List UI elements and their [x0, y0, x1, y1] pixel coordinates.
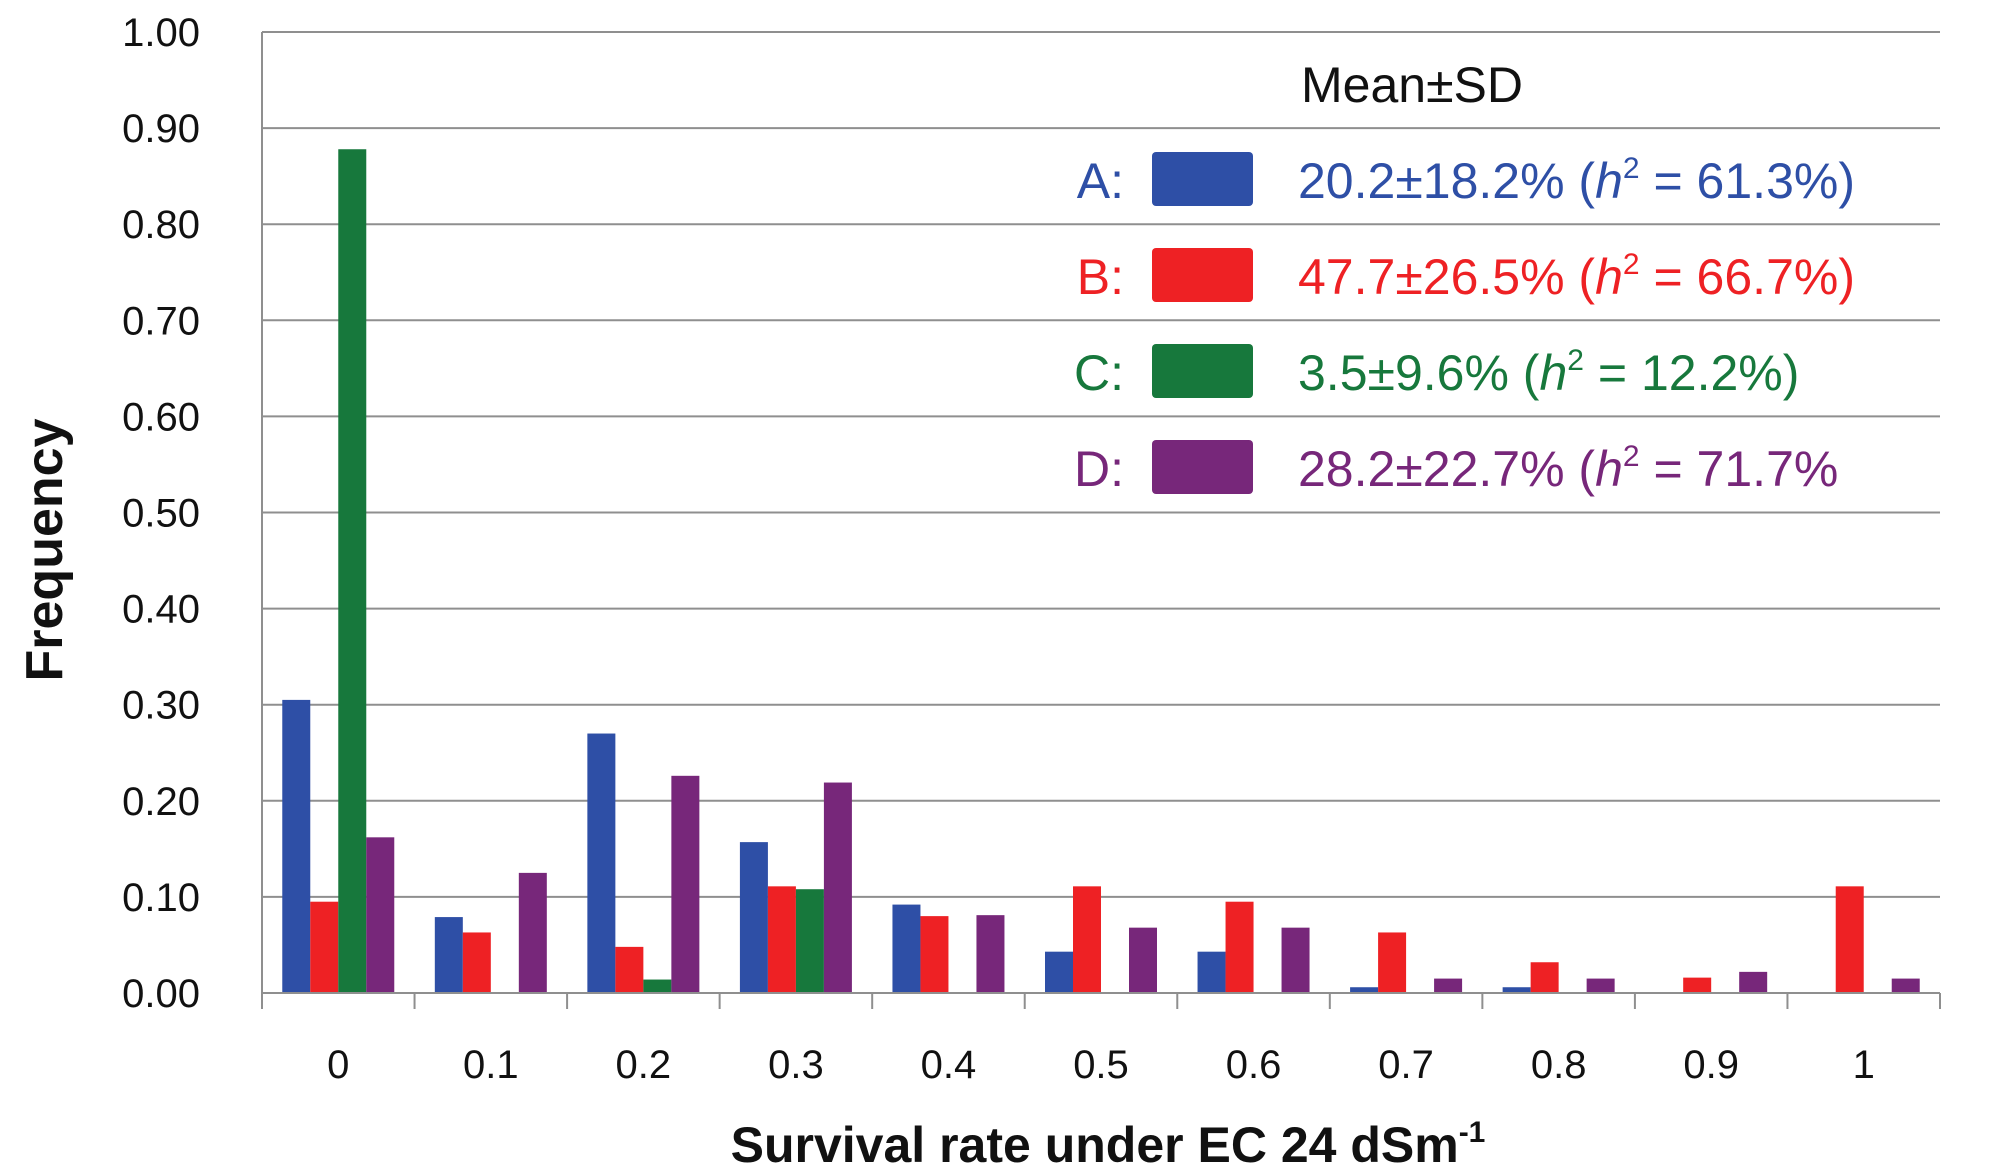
legend-stats: 20.2±18.2% (h2 = 61.3%): [1298, 152, 1855, 209]
bar-a: [1197, 951, 1226, 993]
y-tick-labels: 0.00 0.10 0.20 0.30 0.40 0.50 0.60 0.70 0.80 0.90…: [122, 11, 200, 1016]
y-tick-label: 0.10: [122, 876, 200, 920]
x-tick-label: 0.4: [921, 1043, 977, 1087]
bar-c: [795, 889, 824, 993]
bar-d: [1434, 978, 1463, 993]
legend-stats: 28.2±22.7% (h2 = 71.7%: [1298, 440, 1838, 497]
legend-label: B:: [1077, 249, 1124, 305]
bar-d: [671, 775, 700, 993]
x-tick-label: 0.9: [1683, 1043, 1739, 1087]
bar-b: [615, 946, 644, 993]
legend-stats: 3.5±9.6% (h2 = 12.2%): [1298, 344, 1799, 401]
bar-d: [366, 837, 395, 993]
y-tick-label: 0.70: [122, 299, 200, 343]
y-tick-label: 0.00: [122, 972, 200, 1016]
bar-d: [976, 915, 1005, 993]
bar-d: [823, 782, 852, 993]
legend-title: Mean±SD: [1301, 57, 1523, 113]
y-tick-label: 0.80: [122, 203, 200, 247]
bar-d: [1891, 978, 1920, 993]
y-tick-label: 0.30: [122, 684, 200, 728]
bar-d: [1129, 927, 1157, 993]
y-tick-label: 1.00: [122, 11, 200, 55]
x-axis-title: Survival rate under EC 24 dSm-1: [731, 1116, 1486, 1173]
x-tick-label: 0.1: [463, 1043, 519, 1087]
x-tick-labels: 0 0.1 0.2 0.3 0.4 0.5 0.6 0.7 0.8 0.9 1: [327, 1043, 1875, 1087]
bar-d: [1586, 978, 1615, 993]
gridlines: [262, 31, 1940, 898]
axes: [261, 32, 1941, 1009]
bar-b: [920, 916, 949, 993]
bars: [282, 149, 1920, 993]
bar-a: [587, 733, 616, 993]
bar-d: [518, 872, 547, 993]
y-tick-label: 0.50: [122, 492, 200, 536]
bar-a: [1502, 987, 1531, 993]
bar-a: [1350, 987, 1379, 993]
bar-d: [1281, 927, 1310, 993]
bar-b: [1835, 886, 1864, 993]
y-tick-label: 0.60: [122, 395, 200, 439]
x-tick-label: 0.6: [1226, 1043, 1282, 1087]
bar-b: [1378, 932, 1407, 993]
y-tick-label: 0.90: [122, 107, 200, 151]
y-tick-label: 0.40: [122, 588, 200, 632]
x-axis-title-superscript: -1: [1459, 1116, 1486, 1149]
x-tick-label: 0.3: [768, 1043, 824, 1087]
bar-b: [1530, 962, 1559, 993]
bar-b: [1225, 901, 1254, 993]
bar-d: [1739, 971, 1768, 993]
legend-label: C:: [1074, 345, 1124, 401]
legend-swatch: [1152, 344, 1253, 398]
x-tick-label: 1: [1853, 1043, 1875, 1087]
legend-label: D:: [1074, 441, 1124, 497]
bar-a: [1045, 951, 1073, 993]
bar-c: [338, 149, 367, 993]
bar-b: [310, 901, 339, 993]
bar-a: [739, 842, 768, 993]
legend: Mean±SD A: 20.2±18.2% (h2 = 61.3%) B: 47.7±…: [1074, 57, 1855, 497]
bar-a: [282, 699, 311, 993]
x-tick-label: 0: [327, 1043, 349, 1087]
legend-swatch: [1152, 152, 1253, 206]
bar-a: [892, 904, 921, 993]
x-tick-label: 0.2: [616, 1043, 672, 1087]
bar-b: [1073, 886, 1101, 993]
legend-swatch: [1152, 440, 1253, 494]
y-tick-label: 0.20: [122, 780, 200, 824]
legend-label: A:: [1077, 153, 1124, 209]
bar-b: [462, 932, 491, 993]
x-tick-label: 0.8: [1531, 1043, 1587, 1087]
legend-stats: 47.7±26.5% (h2 = 66.7%): [1298, 248, 1855, 305]
legend-swatch: [1152, 248, 1253, 302]
bar-c: [643, 979, 672, 993]
bar-a: [434, 917, 463, 993]
bar-b: [767, 886, 796, 993]
y-axis-title: Frequency: [16, 418, 74, 681]
bar-b: [1683, 977, 1712, 993]
x-tick-label: 0.7: [1378, 1043, 1434, 1087]
x-axis-title-text: Survival rate under EC 24 dSm: [731, 1117, 1459, 1173]
x-tick-label: 0.5: [1073, 1043, 1129, 1087]
